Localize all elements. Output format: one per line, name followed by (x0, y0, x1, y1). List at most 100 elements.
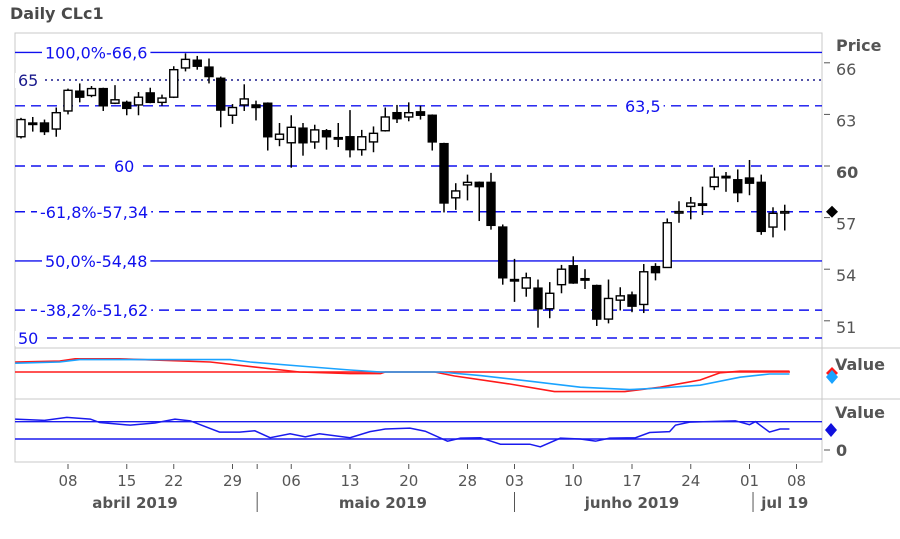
date-tick-label: 10 (564, 472, 583, 490)
candle-down (345, 136, 355, 151)
last-price-marker-icon (826, 205, 838, 218)
candle-down (756, 181, 766, 233)
label-background (111, 159, 138, 174)
candle-down (697, 203, 708, 207)
fib-level-label: -61,8%-57,34 (40, 203, 148, 222)
candle-up (615, 295, 625, 301)
candle-down (28, 122, 38, 126)
pane2-frame (14, 347, 823, 400)
label-background (42, 253, 151, 269)
candle-down (39, 122, 50, 133)
candle-down (427, 114, 437, 143)
date-tick-label: 17 (622, 472, 641, 490)
candle-up (462, 181, 473, 186)
candle-down (592, 284, 602, 320)
price-tick-label: 60 (836, 163, 858, 182)
date-tick-label: 20 (399, 472, 418, 490)
candle-down (204, 66, 214, 78)
pane2-value-label: Value (835, 355, 885, 374)
candle-down (263, 102, 273, 138)
candle-up (169, 68, 179, 98)
pane3-frame (14, 398, 823, 463)
candle-up (227, 106, 238, 116)
candle-up (603, 297, 614, 320)
candle-up (110, 99, 120, 104)
candle-up (662, 222, 672, 269)
candle-down (145, 92, 155, 104)
candle-up (709, 176, 719, 188)
candle-down (721, 175, 731, 179)
pane3-value-label: Value (835, 403, 885, 422)
fib-level-label: 65 (18, 71, 38, 90)
price-tick-label: 66 (836, 60, 856, 79)
pane3-marker-icon (825, 423, 837, 437)
date-tick-label: 29 (223, 472, 242, 490)
date-tick-label: 13 (340, 472, 359, 490)
price-tick-label: 57 (836, 215, 856, 234)
candle-down (439, 142, 449, 204)
date-tick-label: 15 (117, 472, 136, 490)
candle-down (298, 127, 308, 144)
candle-down (650, 265, 661, 274)
candle-down (333, 136, 343, 140)
date-tick-label: 24 (681, 472, 700, 490)
candle-up (545, 292, 555, 310)
candle-down (321, 130, 332, 138)
candle-up (157, 97, 167, 104)
candle-down (392, 111, 402, 120)
candle-down (192, 59, 202, 67)
candle-up (380, 116, 390, 132)
date-tick-label: 03 (505, 472, 524, 490)
label-background (622, 98, 664, 114)
candle-up (451, 190, 461, 199)
candle-up (16, 118, 26, 138)
candle-up (639, 271, 649, 306)
label-background (37, 204, 152, 220)
candle-down (627, 294, 637, 307)
candle-down (580, 277, 590, 281)
candle-up (133, 96, 144, 106)
candle-down (486, 181, 496, 227)
candle-up (768, 212, 778, 228)
label-background (15, 73, 42, 88)
candle-down (98, 87, 108, 107)
candle-down (498, 226, 508, 279)
fib-level-label: 63,5 (625, 97, 661, 116)
candle-up (239, 98, 249, 106)
candle-down (568, 265, 578, 284)
chart-title: Daily CLc1 (10, 4, 104, 23)
candle-up (51, 111, 61, 130)
date-tick-label: 08 (58, 472, 77, 490)
price-tick-label: 63 (836, 111, 856, 130)
candle-down (216, 77, 226, 111)
candle-up (368, 132, 379, 143)
label-background (42, 45, 151, 61)
month-label: junho 2019 (584, 494, 679, 512)
candle-up (357, 136, 367, 151)
candle-down (509, 278, 520, 282)
label-background (37, 303, 152, 319)
candle-down (474, 181, 484, 188)
month-label: maio 2019 (339, 494, 427, 512)
candle-up (286, 126, 296, 144)
candle-up (86, 87, 97, 97)
pane2-series-cyan (15, 358, 790, 391)
candle-up (310, 129, 320, 143)
candle-down (733, 179, 743, 194)
date-tick-label: 06 (282, 472, 301, 490)
candle-up (404, 111, 414, 118)
pane3-series-rsi (15, 416, 790, 448)
candle-up (521, 277, 531, 289)
fib-level-label: 50 (18, 329, 38, 348)
fib-level-label: 50,0%-54,48 (45, 252, 147, 271)
candle-up (674, 210, 684, 214)
candle-up (780, 210, 790, 214)
label-background (15, 331, 42, 346)
candle-down (75, 90, 85, 98)
price-tick-label: 51 (836, 318, 856, 337)
pane2-cyan-marker-icon (826, 370, 838, 384)
date-tick-label: 22 (164, 472, 183, 490)
candle-up (556, 268, 567, 286)
candle-up (274, 133, 285, 141)
